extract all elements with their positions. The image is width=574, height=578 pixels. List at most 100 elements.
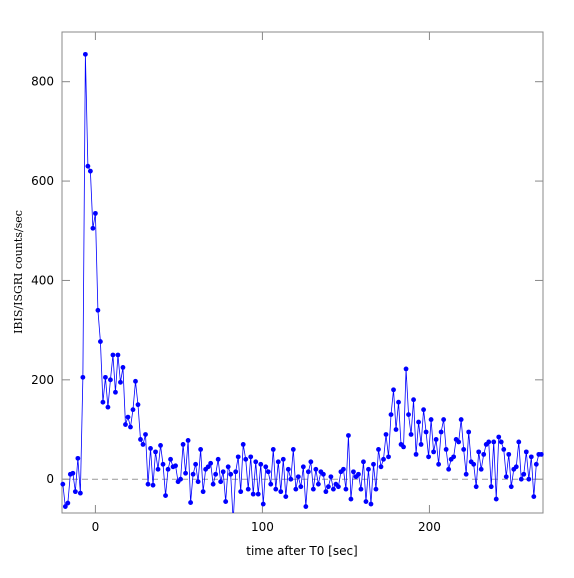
data-point <box>103 374 108 380</box>
data-point <box>408 432 414 437</box>
data-point <box>118 379 123 385</box>
x-tick-label: 200 <box>418 520 441 534</box>
data-point <box>243 456 249 462</box>
data-point <box>396 399 401 405</box>
data-point <box>72 489 78 495</box>
data-point <box>110 352 116 358</box>
data-point <box>438 429 444 435</box>
data-point <box>268 481 274 487</box>
data-point <box>361 459 366 465</box>
x-tick-label: 0 <box>92 520 100 534</box>
data-point <box>431 449 437 455</box>
data-point <box>478 466 484 472</box>
data-point <box>526 476 532 482</box>
data-point <box>193 461 199 467</box>
data-point <box>471 461 477 467</box>
data-point <box>305 469 311 475</box>
x-tick-label: 100 <box>251 520 274 534</box>
data-point <box>391 387 396 393</box>
data-point <box>493 496 499 502</box>
data-point <box>155 466 161 472</box>
data-point <box>466 429 472 435</box>
data-point <box>265 469 271 475</box>
data-point <box>93 210 98 216</box>
data-point <box>308 459 314 465</box>
data-point <box>513 464 519 470</box>
data-point <box>143 432 148 437</box>
data-point <box>491 439 497 445</box>
data-point <box>528 454 534 460</box>
data-point <box>70 470 76 476</box>
data-point <box>403 366 409 372</box>
data-point <box>105 404 111 410</box>
data-point <box>255 491 261 497</box>
data-point <box>248 454 254 460</box>
data-point <box>120 365 126 370</box>
data-point <box>263 464 269 470</box>
data-point <box>336 484 341 490</box>
data-point <box>428 417 434 422</box>
data-point <box>250 491 256 497</box>
data-point <box>125 414 131 420</box>
data-point <box>506 451 512 457</box>
data-point <box>413 451 419 457</box>
data-point <box>205 464 211 470</box>
data-point <box>158 443 163 448</box>
data-point <box>421 407 426 413</box>
data-point <box>356 471 361 477</box>
data-point <box>383 432 389 437</box>
data-point <box>523 449 529 455</box>
data-point <box>488 484 494 490</box>
data-point <box>188 500 194 505</box>
data-point <box>108 377 113 383</box>
data-point <box>285 466 291 472</box>
data-point <box>346 433 351 438</box>
data-point <box>183 470 188 476</box>
data-point <box>290 446 296 452</box>
data-point <box>481 451 487 457</box>
data-line <box>62 54 542 513</box>
data-point <box>62 504 68 509</box>
data-point <box>376 446 381 452</box>
data-point <box>150 482 156 488</box>
data-point <box>401 444 406 450</box>
data-point <box>423 429 429 435</box>
data-point <box>190 471 196 477</box>
x-axis-label: time after T0 [sec] <box>246 544 358 558</box>
data-point <box>82 51 88 57</box>
data-point <box>323 489 329 495</box>
data-point <box>213 471 219 477</box>
data-point <box>85 163 91 169</box>
data-point <box>416 419 421 425</box>
data-point <box>220 469 226 475</box>
data-point <box>443 446 449 452</box>
data-point <box>371 461 376 467</box>
data-point <box>315 481 321 487</box>
data-point <box>138 437 143 442</box>
data-point <box>208 460 214 466</box>
data-point <box>411 397 416 403</box>
data-point <box>293 486 299 492</box>
data-point <box>233 469 239 475</box>
data-point <box>225 464 231 470</box>
data-point <box>77 490 83 496</box>
data-point <box>278 489 284 495</box>
data-point <box>95 307 101 313</box>
data-point <box>343 486 349 492</box>
data-point <box>295 474 301 480</box>
data-point <box>531 494 537 500</box>
data-point <box>135 402 141 408</box>
data-point <box>426 454 431 460</box>
data-point <box>518 476 524 482</box>
data-point <box>388 412 394 418</box>
data-point <box>508 484 514 490</box>
data-point <box>381 456 386 462</box>
data-point <box>496 434 502 440</box>
data-point <box>441 417 447 422</box>
data-point <box>128 424 133 430</box>
data-point <box>140 442 146 447</box>
data-point <box>178 476 183 482</box>
data-point <box>90 225 96 231</box>
data-point <box>280 456 286 462</box>
